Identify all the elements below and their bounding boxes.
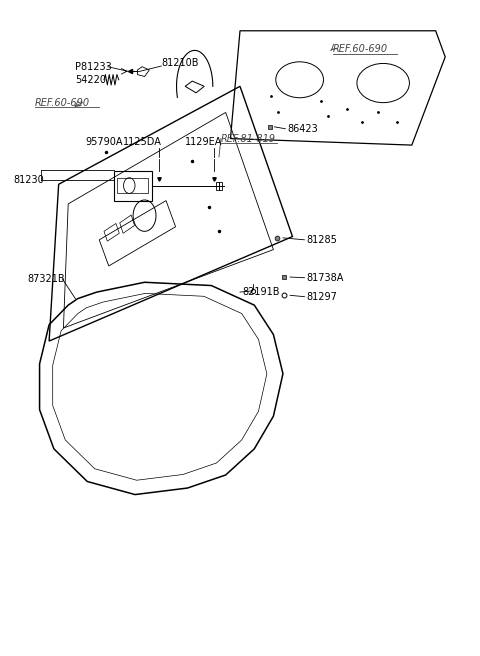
Text: 82191B: 82191B: [242, 287, 280, 297]
Text: 1129EA: 1129EA: [185, 137, 223, 147]
Text: 1125DA: 1125DA: [123, 137, 162, 147]
Text: REF.81-819: REF.81-819: [221, 134, 276, 144]
Text: 81738A: 81738A: [307, 273, 344, 283]
Text: 81210B: 81210B: [161, 58, 199, 68]
Text: 87321B: 87321B: [28, 274, 65, 284]
Text: 86423: 86423: [288, 124, 318, 134]
Text: 95790A: 95790A: [85, 137, 122, 147]
Text: 81297: 81297: [307, 292, 338, 302]
Text: P81233: P81233: [75, 62, 112, 72]
Text: REF.60-690: REF.60-690: [35, 98, 90, 108]
Text: 81230: 81230: [13, 175, 44, 186]
Text: 81285: 81285: [307, 235, 338, 245]
Text: REF.60-690: REF.60-690: [333, 44, 388, 54]
Text: 54220: 54220: [75, 75, 107, 85]
